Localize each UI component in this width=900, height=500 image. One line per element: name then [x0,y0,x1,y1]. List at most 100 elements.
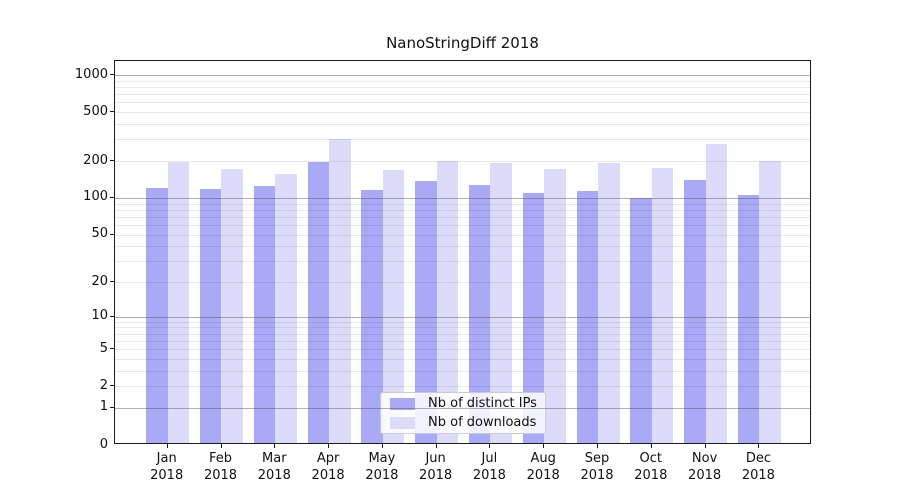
x-tick-label: Jul 2018 [472,451,506,483]
x-tick-label: Mar 2018 [257,451,291,483]
bar-downloads [705,144,728,443]
legend-row: Nb of downloads [390,415,536,430]
bar-distinct-ips [307,162,330,443]
bar-distinct-ips [146,187,168,443]
x-tick-label: Dec 2018 [741,451,775,483]
bar-distinct-ips [199,188,222,443]
gridline-minor [115,124,810,125]
gridline-minor [115,94,810,96]
chart-title: NanoStringDiff 2018 [386,34,539,52]
gridline-minor [115,349,810,351]
gridline-minor [115,246,810,248]
x-tick-label: May 2018 [365,451,399,483]
y-tick-label: 5 [99,340,108,356]
y-tick-label: 100 [83,189,108,205]
x-tick-mark [435,444,437,448]
y-tick-mark [110,315,114,317]
grid-layer [115,61,810,443]
x-tick-mark [166,444,168,448]
y-tick-label: 1000 [74,66,108,82]
gridline-minor [115,327,810,329]
y-tick-mark [110,406,114,408]
x-tick-label: Aug 2018 [526,451,560,483]
x-tick-mark [220,444,222,448]
bar-distinct-ips [684,179,706,443]
gridline-minor [115,340,810,342]
legend-label-distinct-ips: Nb of distinct IPs [428,396,537,411]
x-tick-label: Apr 2018 [311,451,345,483]
gridline-minor [115,282,810,283]
gridline-minor [115,139,810,141]
x-tick-mark [328,444,330,448]
bar-downloads [759,160,781,443]
bar-distinct-ips [253,186,276,443]
x-tick-mark [543,444,545,448]
gridline-minor [115,87,810,88]
y-tick-label: 20 [91,273,108,289]
gridline-minor [115,234,810,236]
plot-area: Nb of distinct IPs Nb of downloads [114,60,811,444]
gridline-minor [115,209,810,211]
x-tick-mark [489,444,491,448]
x-tick-mark [274,444,276,448]
legend-label-downloads: Nb of downloads [428,415,537,430]
bar-downloads [275,174,297,443]
x-tick-mark [758,444,760,448]
gridline-minor [115,102,810,104]
bar-downloads [329,139,351,443]
bar-downloads [598,162,620,443]
y-tick-mark [110,281,114,282]
y-tick-label: 500 [83,103,108,119]
legend-row: Nb of distinct IPs [390,396,537,411]
y-tick-label: 200 [83,152,108,168]
gridline-minor [115,224,810,226]
legend-swatch-distinct-ips [390,397,415,410]
x-tick-label: Feb 2018 [203,451,238,483]
y-tick-mark [110,196,114,198]
x-tick-label: Jan 2018 [150,451,184,483]
gridline-minor [115,112,810,114]
legend-swatch-downloads [390,416,415,429]
bars-layer [115,61,810,443]
gridline-minor [115,203,810,205]
bar-distinct-ips [737,195,760,443]
gridline-minor [115,370,810,372]
y-tick-mark [110,160,114,161]
gridline-minor [115,80,810,82]
x-tick-label: Sep 2018 [580,451,614,483]
y-tick-label: 50 [91,226,108,241]
gridline-minor [115,358,810,360]
bar-downloads [651,167,674,443]
x-tick-label: Oct 2018 [634,451,668,483]
gridline-minor [115,386,810,388]
y-tick-mark [110,385,114,387]
x-tick-label: Nov 2018 [688,451,722,483]
gridline-major [115,75,810,76]
y-tick-mark [110,111,114,113]
gridline-minor [115,216,810,218]
y-tick-label: 10 [91,308,108,324]
y-tick-mark [110,74,114,75]
bar-distinct-ips [576,191,599,443]
gridline-minor [115,161,810,162]
x-tick-label: Jun 2018 [419,451,453,483]
x-tick-mark [597,444,598,448]
legend: Nb of distinct IPs Nb of downloads [380,392,546,434]
bar-downloads [167,161,190,443]
y-tick-mark [110,348,114,350]
x-tick-mark [381,444,383,448]
bar-downloads [544,168,566,443]
y-tick-label: 2 [99,377,108,393]
y-tick-label: 0 [99,436,108,452]
y-tick-mark [110,233,114,235]
gridline-minor [115,321,810,323]
gridline-major [115,197,810,199]
gridline-major [115,316,810,318]
gridline-minor [115,333,810,335]
bar-distinct-ips [630,198,652,443]
bar-downloads [221,169,243,443]
gridline-minor [115,261,810,263]
x-tick-mark [704,444,706,448]
y-tick-label: 1 [99,399,108,415]
